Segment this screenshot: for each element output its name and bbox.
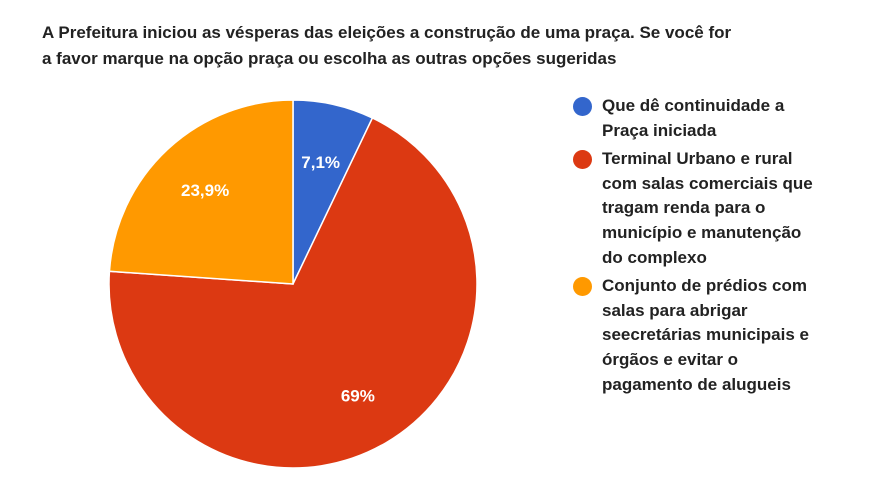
- chart-title-line-2: a favor marque na opção praça ou escolha…: [42, 49, 617, 68]
- slice-label-3: 23,9%: [181, 181, 229, 200]
- legend-marker-1: [573, 97, 592, 116]
- legend-label-3-line-1: Conjunto de prédios com: [602, 276, 807, 296]
- pie-slice-2[interactable]: [108, 117, 478, 469]
- legend-label-1-line-1: Que dê continuidade a: [602, 96, 785, 115]
- legend-label-3-line-3: seecretárias municipais e: [602, 325, 809, 345]
- legend-label-2-line-3: tragam renda para o: [602, 198, 766, 218]
- legend-label-3-line-2: salas para abrigar: [602, 300, 748, 320]
- slice-label-2: 69%: [341, 386, 375, 405]
- chart-title: A Prefeitura iniciou as vésperas das ele…: [42, 20, 842, 72]
- legend-item-2[interactable]: Terminal Urbano e rural com salas comerci…: [570, 147, 870, 270]
- legend-label-2-line-1: Terminal Urbano e rural: [602, 149, 793, 169]
- legend-label-2-line-2: com salas comerciais que: [602, 173, 813, 193]
- legend-marker-2: [573, 150, 592, 170]
- legend: Que dê continuidade a Praça iniciada Termi…: [570, 94, 870, 401]
- legend-item-3[interactable]: Conjunto de prédios com salas para abriga…: [570, 274, 870, 397]
- pie-slice-3[interactable]: [108, 99, 294, 285]
- slice-label-1: 7,1%: [301, 153, 340, 172]
- legend-label-1-line-2: Praça iniciada: [602, 120, 717, 140]
- legend-label-2-line-4: município e manutenção: [602, 222, 802, 242]
- chart-title-line-1: A Prefeitura iniciou as vésperas das ele…: [42, 23, 732, 42]
- legend-item-1[interactable]: Que dê continuidade a Praça iniciada: [570, 94, 870, 143]
- legend-label-3-line-5: pagamento de alugueis: [602, 374, 791, 394]
- legend-label-3-line-4: órgãos e evitar o: [602, 349, 739, 369]
- legend-marker-3: [573, 277, 592, 297]
- legend-label-2-line-5: do complexo: [602, 247, 707, 267]
